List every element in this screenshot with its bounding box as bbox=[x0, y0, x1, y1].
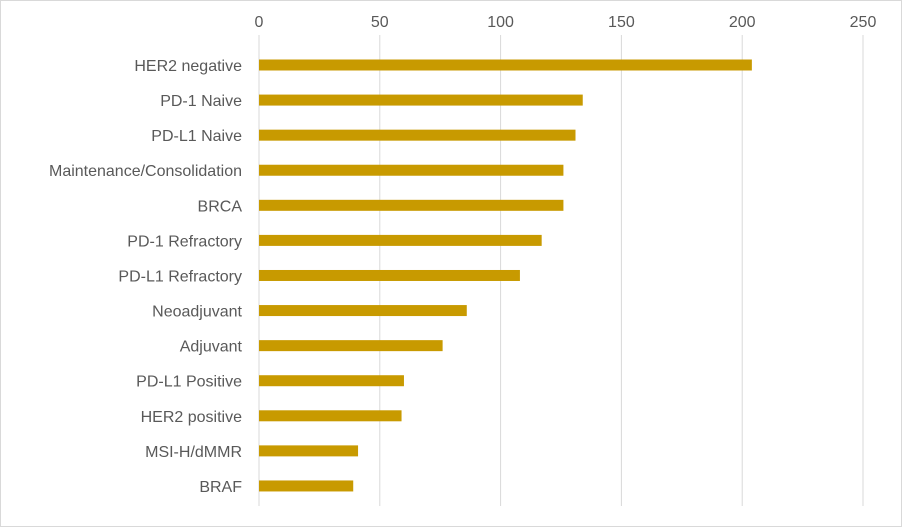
category-label: HER2 negative bbox=[134, 58, 242, 75]
bar-braf bbox=[259, 480, 354, 492]
category-labels: HER2 negative PD-1 Naive PD-L1 Naive Mainte… bbox=[49, 58, 243, 496]
bar-pd-l1-refractory bbox=[259, 269, 520, 281]
category-label: BRAF bbox=[199, 479, 242, 496]
bar-her2-positive bbox=[259, 410, 402, 422]
category-label: PD-1 Naive bbox=[160, 93, 242, 110]
bar-pd-l1-positive bbox=[259, 375, 404, 387]
category-label: BRCA bbox=[198, 198, 243, 215]
category-label: PD-L1 Positive bbox=[136, 374, 242, 391]
bar-maintenance-consolidation bbox=[259, 164, 564, 176]
bar-pd-l1-naive bbox=[259, 129, 576, 141]
category-label: PD-L1 Naive bbox=[151, 128, 242, 145]
x-tick-label: 150 bbox=[608, 14, 635, 31]
x-tick-label: 100 bbox=[487, 14, 514, 31]
category-label: Adjuvant bbox=[180, 339, 243, 356]
x-tick-label: 200 bbox=[729, 14, 756, 31]
bar-neoadjuvant bbox=[259, 305, 467, 317]
bar-adjuvant bbox=[259, 340, 443, 352]
category-label: MSI-H/dMMR bbox=[145, 444, 242, 461]
category-label: Maintenance/Consolidation bbox=[49, 163, 242, 180]
x-tick-label: 0 bbox=[255, 14, 264, 31]
bar-pd-1-naive bbox=[259, 94, 583, 106]
bars bbox=[259, 59, 752, 492]
category-label: HER2 positive bbox=[141, 409, 242, 426]
category-label: PD-L1 Refractory bbox=[118, 268, 242, 285]
x-axis-ticks: 0 50 100 150 200 250 bbox=[255, 14, 877, 31]
bar-pd-1-refractory bbox=[259, 234, 542, 246]
x-tick-label: 250 bbox=[850, 14, 877, 31]
bar-her2-negative bbox=[259, 59, 752, 71]
bar-msi-h-dmmr bbox=[259, 445, 359, 457]
category-label: PD-1 Refractory bbox=[127, 233, 242, 250]
x-tick-label: 50 bbox=[371, 14, 389, 31]
bar-brca bbox=[259, 199, 564, 211]
category-label: Neoadjuvant bbox=[152, 304, 242, 321]
